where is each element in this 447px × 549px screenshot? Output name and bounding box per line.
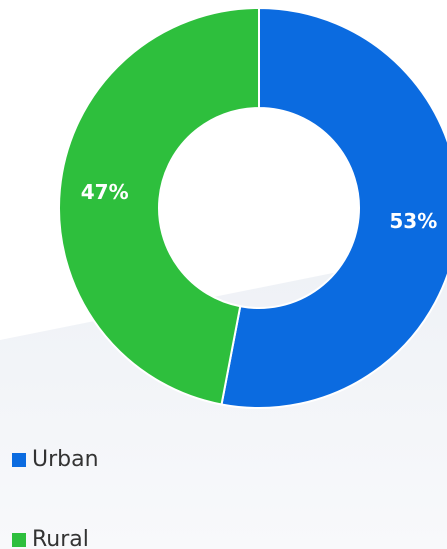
data-label: 53% xyxy=(389,209,437,233)
legend-label: Rural xyxy=(32,527,89,549)
slice xyxy=(220,6,447,409)
legend-label: Urban xyxy=(32,447,99,472)
legend-swatch xyxy=(12,533,26,547)
data-label: 47% xyxy=(81,180,129,204)
slice xyxy=(58,6,260,406)
legend-swatch xyxy=(12,453,26,467)
